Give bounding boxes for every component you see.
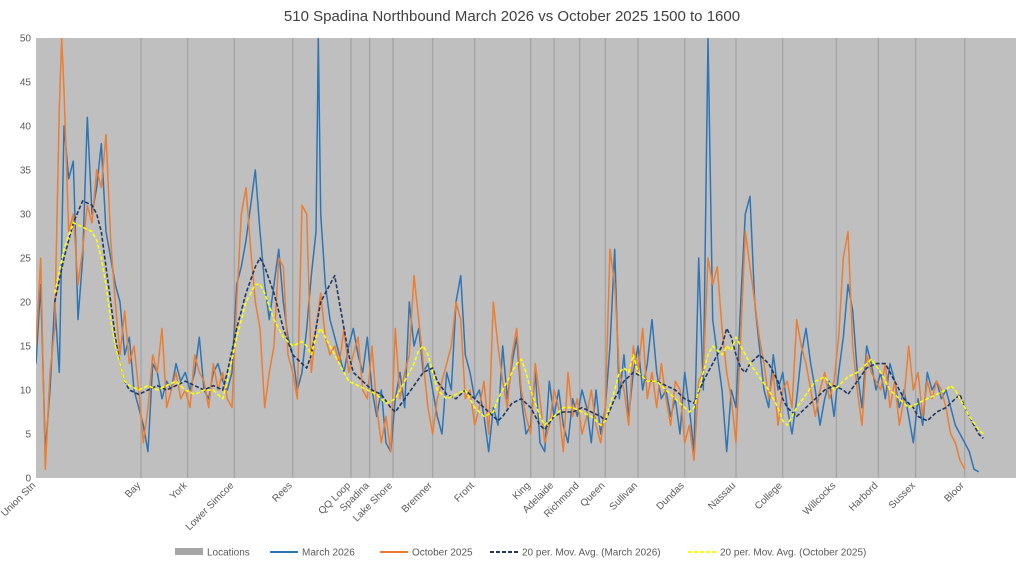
chart-title: 510 Spadina Northbound March 2026 vs Oct… bbox=[283, 8, 741, 25]
location-label-13: Queen bbox=[578, 480, 607, 509]
location-label-20: Sussex bbox=[887, 480, 918, 511]
location-label-8: Bremner bbox=[400, 480, 435, 515]
location-label-4: Rees bbox=[270, 480, 294, 504]
legend-label-1: March 2026 bbox=[302, 548, 355, 559]
y-tick-label-3: 15 bbox=[20, 342, 32, 353]
series-layer bbox=[36, 38, 984, 473]
location-label-2: York bbox=[168, 480, 190, 502]
y-tick-label-1: 5 bbox=[25, 430, 31, 441]
y-tick-label-8: 40 bbox=[20, 122, 32, 133]
location-label-9: Front bbox=[453, 480, 477, 504]
location-label-19: Harbord bbox=[847, 480, 880, 513]
series-line-2 bbox=[53, 200, 984, 439]
legend-label-2: October 2025 bbox=[412, 548, 473, 559]
location-label-18: Willcocks bbox=[801, 480, 838, 517]
series-line-0 bbox=[36, 38, 980, 473]
location-label-21: Bloor bbox=[942, 480, 967, 505]
legend: Locations March 2026 October 2025 20 per. M… bbox=[175, 548, 866, 559]
location-label-0: Union Stn bbox=[0, 480, 38, 519]
location-label-16: Nassau bbox=[706, 480, 738, 512]
location-label-3: Lower Simcoe bbox=[184, 480, 237, 533]
legend-label-3: 20 per. Mov. Avg. (March 2026) bbox=[522, 548, 661, 559]
y-tick-label-6: 30 bbox=[20, 210, 32, 221]
location-label-15: Dundas bbox=[655, 480, 687, 512]
legend-swatch-0 bbox=[175, 548, 203, 555]
plot-area bbox=[36, 38, 1016, 478]
series-line-1 bbox=[36, 38, 966, 470]
y-tick-label-0: 0 bbox=[25, 474, 31, 485]
legend-label-0: Locations bbox=[207, 548, 250, 559]
y-tick-label-10: 50 bbox=[20, 34, 32, 45]
y-tick-label-7: 35 bbox=[20, 166, 32, 177]
y-tick-label-4: 20 bbox=[20, 298, 32, 309]
legend-label-4: 20 per. Mov. Avg. (October 2025) bbox=[720, 548, 866, 559]
series-line-3 bbox=[53, 222, 984, 435]
y-tick-label-2: 10 bbox=[20, 386, 32, 397]
location-label-17: College bbox=[753, 480, 785, 512]
y-tick-label-9: 45 bbox=[20, 78, 32, 89]
y-tick-label-5: 25 bbox=[20, 254, 32, 265]
location-label-14: Sullivan bbox=[608, 480, 641, 513]
location-label-1: Bay bbox=[123, 480, 143, 500]
y-axis: 0 5 10 15 20 25 30 35 40 45 50 bbox=[20, 34, 32, 485]
